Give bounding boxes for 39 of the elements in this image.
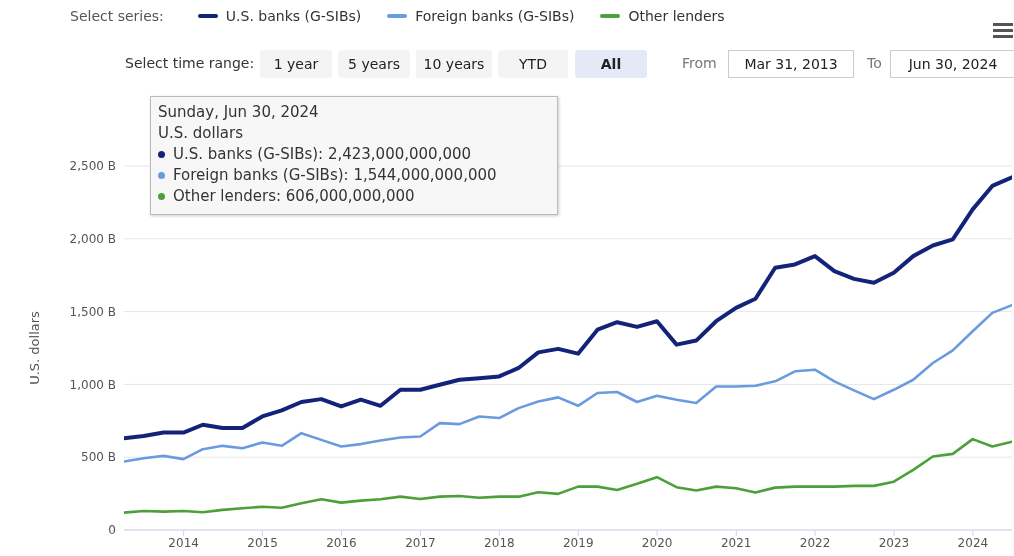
text: 1 year [260,50,332,78]
legend-label: Foreign banks (G-SIBs) [414,8,575,24]
x-tick-label: 2014 [168,535,199,550]
text: 5 years [338,50,410,78]
y-tick-label: 0 [108,523,116,538]
legend-label: Other lenders [627,8,725,24]
x-tick-label: 2021 [720,535,752,550]
text: All [575,50,647,78]
annotation: Other lenders: 606,000,000,000 [173,186,415,207]
x-tick-label: 2015 [247,535,278,550]
x-tick-label: 2019 [562,535,594,550]
text: Select time range: [125,55,255,71]
text: Select series: [70,8,164,24]
text: Sunday, Jun 30, 2024 [158,102,320,123]
annotation: Foreign banks (G-SIBs): 1,544,000,000,000 [173,165,497,186]
text: U.S. dollars [158,123,244,144]
y-axis-title: U.S. dollars [26,310,42,385]
y-tick-label: 1,000 B [69,377,116,392]
x-tick-label: 2017 [405,535,436,550]
text: YTD [498,50,568,78]
text: 10 years [416,50,492,78]
line-series [124,303,1012,463]
y-tick-label: 500 B [81,450,116,465]
x-tick-label: 2022 [799,535,831,550]
x-tick-label: 2024 [957,535,989,550]
legend-label: U.S. banks (G-SIBs) [224,8,362,24]
x-tick-label: 2020 [641,535,673,550]
text: From [682,55,717,71]
text: Mar 31, 2013 [728,50,854,78]
x-tick-label: 2023 [878,535,910,550]
text: U.S. banks (G-SIBs): 2,423,000,000,000 [173,144,472,165]
text: Jun 30, 2024 [890,50,1014,78]
x-tick-label: 2018 [484,535,515,550]
x-tick-label: 2016 [326,535,357,550]
y-tick-label: 1,500 B [69,304,116,319]
text: To [867,55,882,71]
line-series [124,437,1012,514]
y-tick-label: 2,000 B [69,232,116,247]
y-tick-label: 2,500 B [69,159,116,174]
